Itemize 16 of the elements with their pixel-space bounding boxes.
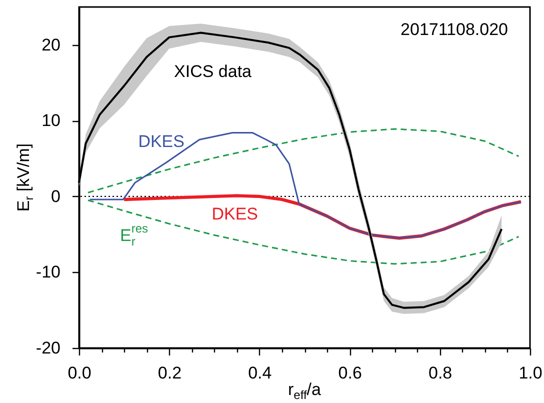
y-tick-label: 10	[42, 111, 60, 130]
series-label: XICS data	[174, 62, 252, 81]
y-tick-label: -20	[36, 338, 60, 358]
y-tick-label: 0	[51, 186, 60, 206]
x-tick-label: 0.0	[68, 364, 92, 382]
x-tick-label: 0.4	[248, 364, 272, 382]
y-tick-label: 20	[42, 35, 60, 54]
y-tick-label: -10	[36, 262, 60, 282]
x-tick-label: 0.6	[338, 364, 362, 382]
x-tick-label: 1.0	[518, 364, 542, 382]
annotation: 20171108.020	[400, 20, 508, 39]
y-axis-title: Er [kV/m]	[14, 143, 36, 212]
series-label: DKES	[212, 204, 258, 224]
x-tick-label: 0.8	[428, 364, 452, 382]
x-tick-label: 0.2	[158, 364, 182, 382]
series-label: DKES	[138, 132, 184, 151]
